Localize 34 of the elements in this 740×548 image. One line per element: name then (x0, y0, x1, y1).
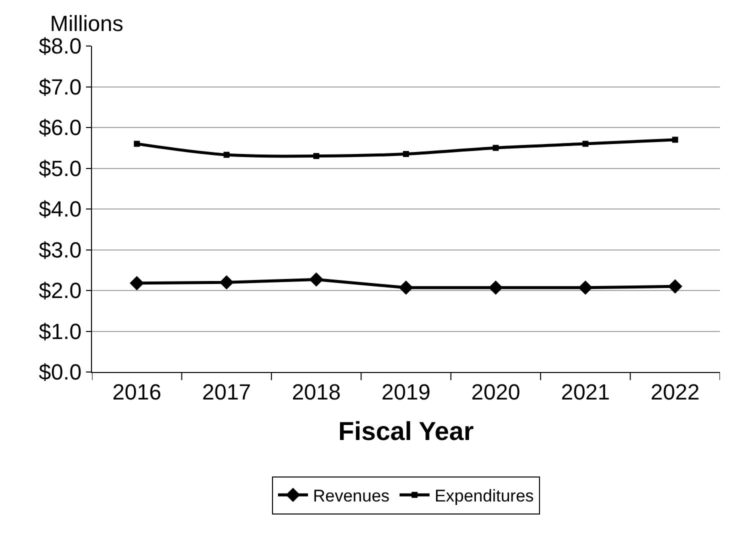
legend-label: Expenditures (434, 486, 534, 506)
x-tick-label: 2016 (112, 379, 162, 404)
point (488, 280, 503, 295)
y-tick-label: $0.0 (38, 360, 82, 385)
x-tick-label: 2020 (471, 379, 520, 404)
x-tick-label: 2019 (382, 379, 430, 404)
point (309, 272, 324, 287)
legend-label: Revenues (313, 486, 390, 506)
point (134, 140, 140, 147)
point (224, 152, 230, 158)
x-axis-title: Fiscal Year (338, 416, 474, 446)
point (582, 140, 588, 147)
y-tick-label: $3.0 (38, 237, 82, 262)
point (578, 280, 593, 295)
y-tick-label: $4.0 (38, 196, 82, 222)
point (672, 136, 678, 143)
point (398, 280, 414, 295)
point (130, 276, 144, 290)
point (219, 275, 234, 290)
point (668, 279, 682, 294)
y-tick-label: $2.0 (38, 278, 82, 304)
y-axis-title: Millions (50, 11, 124, 36)
x-tick-label: 2017 (202, 379, 252, 404)
y-tick-label: $7.0 (38, 74, 82, 100)
point (313, 153, 320, 160)
point (492, 144, 499, 151)
y-tick-label: $6.0 (38, 115, 82, 140)
y-tick-label: $5.0 (38, 156, 82, 181)
point (403, 150, 409, 157)
x-tick-label: 2022 (650, 379, 700, 404)
x-tick-label: 2021 (560, 379, 610, 404)
x-tick-label: 2018 (292, 379, 341, 404)
y-tick-label: $1.0 (38, 318, 82, 344)
y-tick-label: $8.0 (38, 34, 82, 59)
